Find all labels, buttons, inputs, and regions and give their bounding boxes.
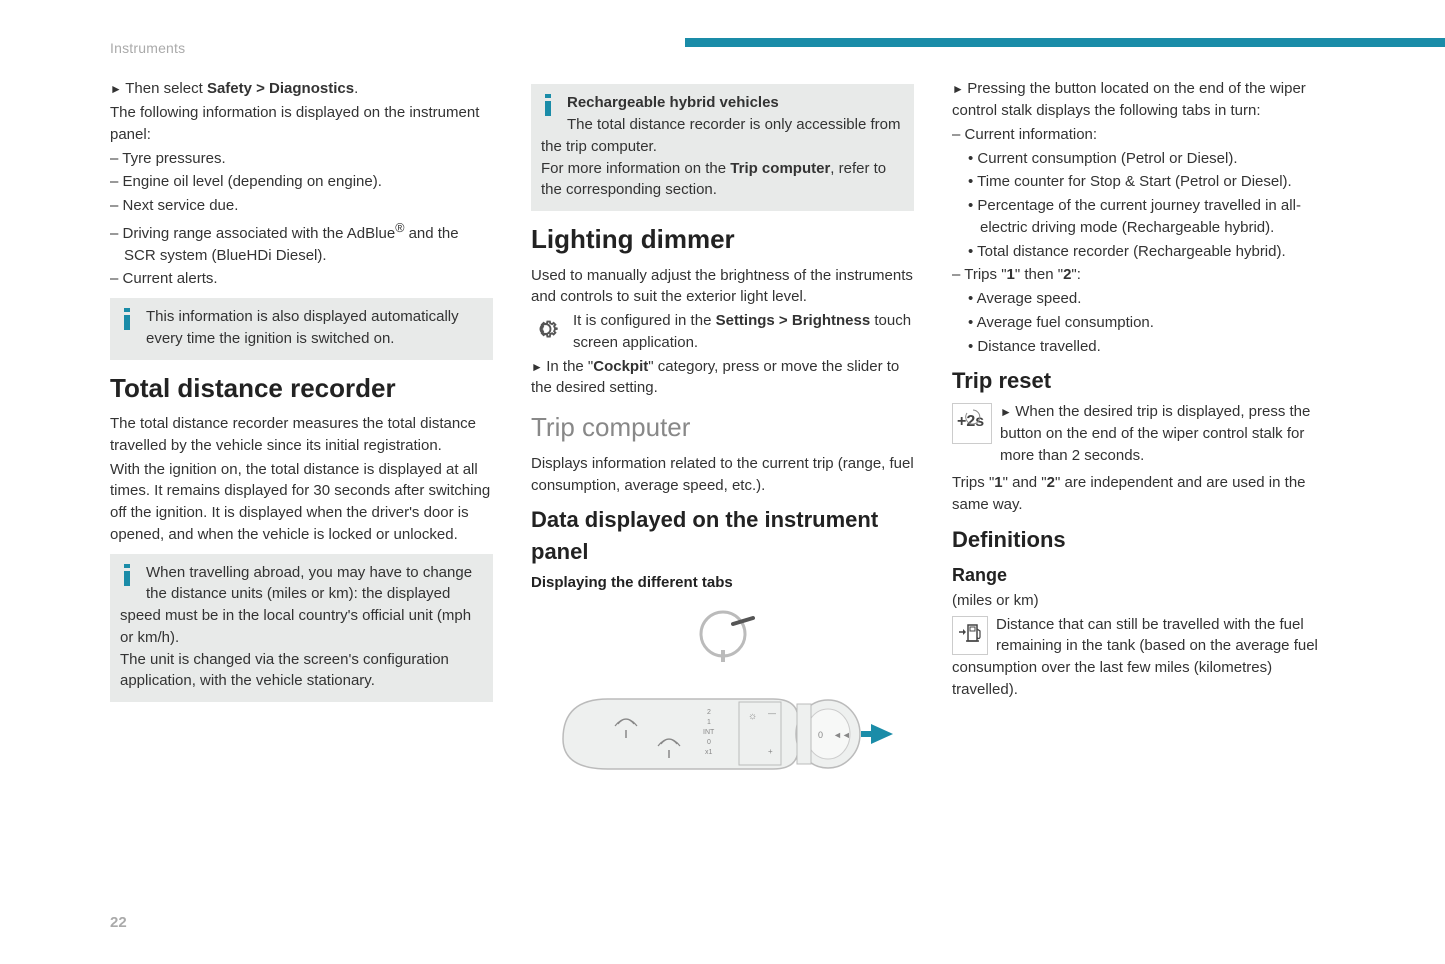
svg-text:+2s: +2s xyxy=(957,413,984,430)
item-adblue-range: Driving range associated with the AdBlue… xyxy=(110,219,493,267)
gear-icon xyxy=(533,314,563,351)
text: ": xyxy=(1071,266,1081,283)
tr-step: When the desired trip is displayed, pres… xyxy=(952,401,1335,466)
info-displayed-intro: The following information is displayed o… xyxy=(110,102,493,146)
item-current-info: Current information: xyxy=(952,124,1335,146)
ld-step-cockpit: In the "Cockpit" category, press or move… xyxy=(531,356,914,400)
trip-reset-block: +2s When the desired trip is displayed, … xyxy=(952,401,1335,466)
svg-text:INT: INT xyxy=(703,729,715,736)
tdr-para-2: With the ignition on, the total distance… xyxy=(110,459,493,546)
text: Trips " xyxy=(952,474,994,491)
menu-path: Settings > Brightness xyxy=(716,312,871,329)
range-description: Distance that can still be travelled wit… xyxy=(952,614,1335,701)
ld-config: It is configured in the Settings > Brigh… xyxy=(531,310,914,354)
ld-description: Used to manually adjust the brightness o… xyxy=(531,265,914,309)
header-accent-bar xyxy=(685,38,1445,47)
subitem-electric-pct: Percentage of the current journey travel… xyxy=(952,195,1335,239)
svg-text:◄◄: ◄◄ xyxy=(833,730,851,740)
range-block: Distance that can still be travelled wit… xyxy=(952,614,1335,701)
heading-displaying-tabs: Displaying the different tabs xyxy=(531,572,914,594)
info-icon xyxy=(543,94,557,116)
subitem-avg-fuel: Average fuel consumption. xyxy=(952,312,1335,334)
text: In the " xyxy=(546,358,593,375)
page-number: 22 xyxy=(110,912,127,934)
heading-data-displayed: Data displayed on the instrument panel xyxy=(531,504,914,568)
svg-text:1: 1 xyxy=(707,719,711,726)
hold-2s-icon: +2s xyxy=(952,403,992,444)
wiper-stalk-figure: 0 ◄◄ ☼ — + 2 1 INT 0 x1 xyxy=(531,604,914,781)
svg-text:—: — xyxy=(768,709,776,718)
text: Trips " xyxy=(964,266,1006,283)
tdr-para-1: The total distance recorder measures the… xyxy=(110,413,493,457)
info-text-2: The unit is changed via the screen's con… xyxy=(120,651,449,690)
step-safety-diagnostics: Then select Safety > Diagnostics. xyxy=(110,78,493,100)
item-trips: Trips "1" then "2": xyxy=(952,264,1335,286)
text: " and " xyxy=(1003,474,1047,491)
info-box-hybrid: Rechargeable hybrid vehicles The total d… xyxy=(531,84,914,211)
column-2: Rechargeable hybrid vehicles The total d… xyxy=(531,76,914,780)
trip-2: 2 xyxy=(1047,474,1055,491)
range-units: (miles or km) xyxy=(952,590,1335,612)
heading-trip-reset: Trip reset xyxy=(952,365,1335,397)
item-tyre-pressures: Tyre pressures. xyxy=(110,148,493,170)
item-next-service: Next service due. xyxy=(110,195,493,217)
subitem-stopstart: Time counter for Stop & Start (Petrol or… xyxy=(952,171,1335,193)
text: It is configured in the xyxy=(573,312,716,329)
content-columns: Then select Safety > Diagnostics. The fo… xyxy=(110,76,1335,780)
subitem-avg-speed: Average speed. xyxy=(952,288,1335,310)
info-text-1: When travelling abroad, you may have to … xyxy=(120,564,472,646)
svg-text:2: 2 xyxy=(707,709,711,716)
subitem-total-distance: Total distance recorder (Rechargeable hy… xyxy=(952,241,1335,263)
info-box-ignition: This information is also displayed autom… xyxy=(110,298,493,360)
trip-1: 1 xyxy=(994,474,1002,491)
heading-total-distance: Total distance recorder xyxy=(110,370,493,408)
svg-text:0: 0 xyxy=(707,739,711,746)
text: . xyxy=(354,80,358,97)
item-current-alerts: Current alerts. xyxy=(110,268,493,290)
info-box-abroad: When travelling abroad, you may have to … xyxy=(110,554,493,703)
info-title: Rechargeable hybrid vehicles xyxy=(567,94,779,111)
text: " then " xyxy=(1015,266,1063,283)
text: Then select xyxy=(125,80,207,97)
info-icon xyxy=(122,308,136,330)
column-3: Pressing the button located on the end o… xyxy=(952,76,1335,780)
heading-range: Range xyxy=(952,562,1335,588)
heading-lighting-dimmer: Lighting dimmer xyxy=(531,221,914,259)
svg-text:0: 0 xyxy=(818,730,823,740)
tc-description: Displays information related to the curr… xyxy=(531,453,914,497)
info-text: This information is also displayed autom… xyxy=(146,308,459,347)
text: Driving range associated with the AdBlue xyxy=(123,225,396,242)
ref-trip-computer: Trip computer xyxy=(730,160,830,177)
item-engine-oil: Engine oil level (depending on engine). xyxy=(110,171,493,193)
fuel-pump-icon xyxy=(952,616,988,655)
heading-definitions: Definitions xyxy=(952,524,1335,556)
svg-text:☼: ☼ xyxy=(748,711,757,722)
subitem-consumption: Current consumption (Petrol or Diesel). xyxy=(952,148,1335,170)
category-name: Cockpit xyxy=(593,358,648,375)
info-text-1: The total distance recorder is only acce… xyxy=(541,116,900,155)
trip-1: 1 xyxy=(1007,266,1015,283)
step-press-button: Pressing the button located on the end o… xyxy=(952,78,1335,122)
svg-text:x1: x1 xyxy=(705,749,713,756)
svg-text:+: + xyxy=(768,747,773,756)
text: For more information on the xyxy=(541,160,730,177)
menu-path: Safety > Diagnostics xyxy=(207,80,354,97)
tr-independent: Trips "1" and "2" are independent and ar… xyxy=(952,468,1335,516)
heading-trip-computer: Trip computer xyxy=(531,409,914,447)
subitem-distance-travelled: Distance travelled. xyxy=(952,336,1335,358)
column-1: Then select Safety > Diagnostics. The fo… xyxy=(110,76,493,780)
info-icon xyxy=(122,564,136,586)
